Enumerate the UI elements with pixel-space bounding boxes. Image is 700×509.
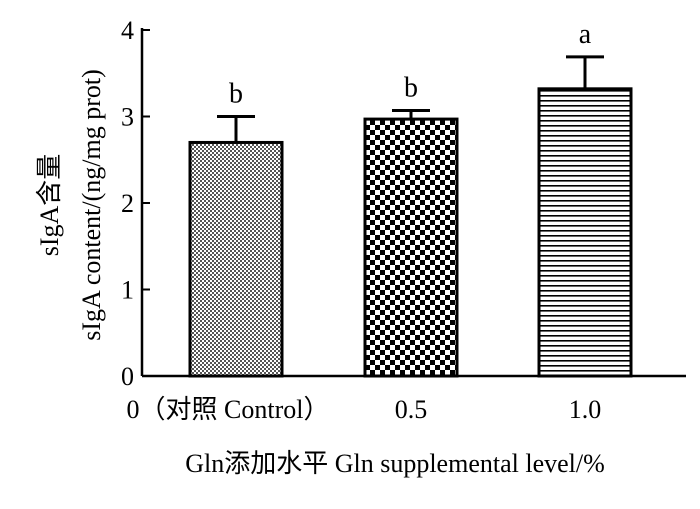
bars bbox=[188, 87, 633, 378]
y-ticks: 0 1 2 3 4 bbox=[121, 16, 150, 391]
y-tick-label: 4 bbox=[121, 16, 134, 45]
significance-letter-2: b bbox=[404, 72, 418, 103]
error-bar-2 bbox=[392, 108, 430, 120]
error-bar-3 bbox=[566, 55, 604, 89]
y-tick-label: 2 bbox=[121, 189, 134, 218]
significance-letter-3: a bbox=[579, 19, 592, 50]
x-ticks: 0（对照 Control） 0.5 1.0 bbox=[127, 395, 602, 424]
y-tick-label: 0 bbox=[121, 362, 134, 391]
x-tick-label-1: 0（对照 Control） bbox=[127, 395, 330, 424]
x-tick-label-3: 1.0 bbox=[569, 395, 602, 424]
y-axis-label-line1: sIgA含量 bbox=[35, 154, 64, 257]
y-axis-label-line2: sIgA content/(ng/mg prot) bbox=[77, 69, 106, 341]
y-tick-label: 3 bbox=[121, 103, 134, 132]
error-bars bbox=[217, 55, 604, 143]
significance-letters: b b a bbox=[229, 19, 592, 110]
y-axis-label: sIgA含量 sIgA content/(ng/mg prot) bbox=[35, 69, 106, 341]
error-bar-1 bbox=[217, 115, 255, 143]
bar-2 bbox=[363, 117, 459, 378]
x-tick-label-2: 0.5 bbox=[395, 395, 428, 424]
y-tick-label: 1 bbox=[121, 276, 134, 305]
significance-letter-1: b bbox=[229, 79, 243, 110]
bar-3 bbox=[537, 87, 633, 378]
x-axis-label: Gln添加水平 Gln supplemental level/% bbox=[185, 449, 605, 478]
bar-1 bbox=[188, 140, 284, 378]
